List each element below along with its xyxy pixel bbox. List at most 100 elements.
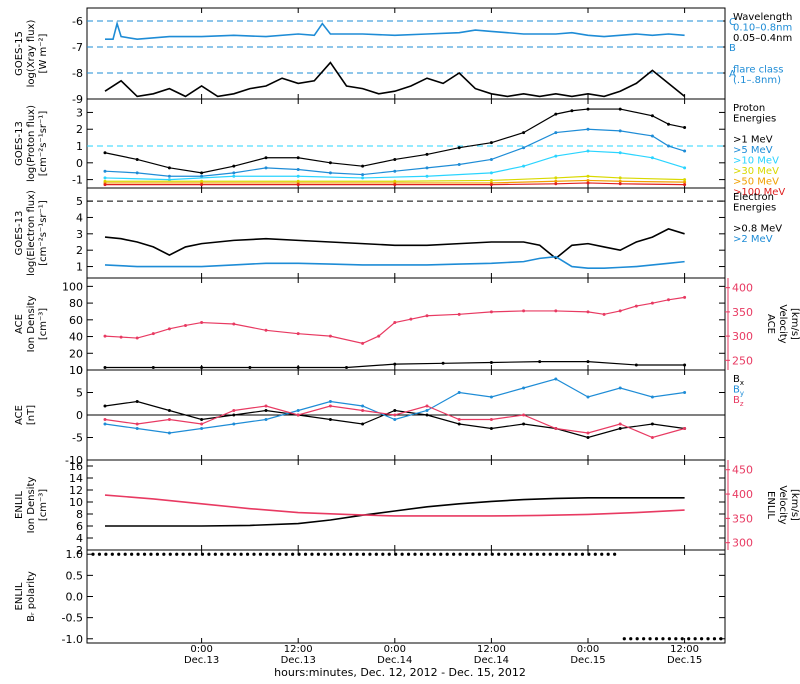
data-point [667, 298, 670, 302]
data-point [457, 422, 461, 426]
data-point [522, 146, 526, 150]
x-tick-label: Dec.15 [667, 655, 702, 666]
data-point [200, 422, 204, 426]
data-point [167, 431, 171, 435]
data-point [618, 107, 622, 111]
legend-entry: Electron [733, 192, 774, 203]
data-point [167, 178, 171, 182]
y-tick-label: -6 [72, 15, 83, 28]
y-axis-label-right: [km/s] [789, 489, 800, 521]
data-point [271, 552, 275, 556]
y-tick-label: -8 [72, 67, 83, 80]
data-point [618, 151, 622, 155]
data-point [361, 552, 366, 556]
data-point [419, 552, 424, 556]
data-point [264, 404, 268, 408]
data-point [650, 134, 654, 138]
data-point [683, 126, 687, 130]
legend-entry: >0.8 MeV [733, 224, 782, 235]
data-point [570, 109, 574, 113]
series-line-1 [104, 255, 685, 269]
legend-entry: 0.05–0.4nm [733, 33, 792, 44]
data-point [490, 552, 494, 556]
data-point [103, 183, 107, 187]
legend-entry: >10 MeV [733, 156, 779, 167]
data-point [622, 637, 626, 641]
data-point [123, 552, 127, 556]
data-point [200, 321, 204, 325]
data-point [489, 310, 493, 314]
data-point [168, 552, 172, 556]
data-point [580, 552, 585, 556]
data-point [510, 552, 514, 556]
data-point [471, 552, 475, 556]
y-axis-label: GOES-13 [14, 211, 25, 256]
data-point [561, 552, 565, 556]
data-point [233, 552, 237, 556]
data-point [296, 413, 300, 417]
data-point [426, 552, 430, 556]
data-point [328, 418, 332, 421]
data-point [425, 314, 429, 318]
data-point [200, 365, 204, 369]
data-point [142, 552, 147, 556]
data-point [252, 552, 256, 556]
data-point [650, 301, 654, 305]
data-point [103, 418, 107, 421]
data-point [522, 164, 526, 168]
data-point [667, 144, 670, 148]
data-point [522, 131, 526, 135]
data-point [264, 409, 268, 412]
y-axis-label: GOES-15 [14, 31, 25, 76]
data-point [683, 166, 687, 170]
data-point [328, 161, 332, 165]
data-point [184, 323, 187, 327]
data-point [103, 176, 107, 180]
y-tick-label: -10 [65, 454, 83, 467]
data-point [117, 552, 121, 556]
data-point [97, 552, 102, 556]
data-point [425, 413, 429, 417]
data-point [103, 365, 107, 369]
data-point [394, 552, 398, 556]
data-point [135, 427, 139, 430]
data-point [554, 309, 558, 313]
data-point [613, 552, 617, 556]
data-point [458, 552, 462, 556]
series-line-0 [105, 20, 685, 41]
y-axis-label: ACE [14, 314, 25, 334]
data-point [634, 363, 638, 367]
data-point [425, 166, 429, 170]
data-point [425, 409, 429, 412]
data-point [687, 637, 691, 641]
data-point [441, 361, 445, 365]
data-point [618, 182, 622, 186]
y-axis-label: Ion Density [26, 477, 37, 534]
series-line-1 [104, 128, 685, 177]
data-point [226, 552, 230, 556]
data-point [349, 552, 353, 556]
x-tick-label: Dec.13 [281, 655, 316, 666]
panel-frame [86, 7, 726, 100]
data-point [207, 552, 211, 556]
y-tick-label: 3 [76, 228, 83, 241]
y-tick-label: -1.0 [62, 633, 83, 646]
data-point [413, 552, 417, 556]
y-tick-label: 5 [76, 387, 83, 400]
data-point [522, 422, 526, 426]
data-point [522, 552, 527, 556]
data-point [329, 552, 333, 556]
y-tick-label: 0 [76, 157, 83, 170]
y-axis-label: [cm⁻³] [38, 308, 49, 340]
data-point [635, 637, 639, 641]
data-point [586, 149, 590, 153]
data-point [188, 552, 192, 556]
data-point [683, 363, 687, 367]
data-point [683, 391, 687, 394]
data-point [683, 427, 687, 430]
data-point [200, 552, 205, 556]
data-point [674, 637, 678, 641]
data-point [586, 181, 590, 185]
data-point [445, 552, 449, 556]
data-point [654, 637, 659, 641]
